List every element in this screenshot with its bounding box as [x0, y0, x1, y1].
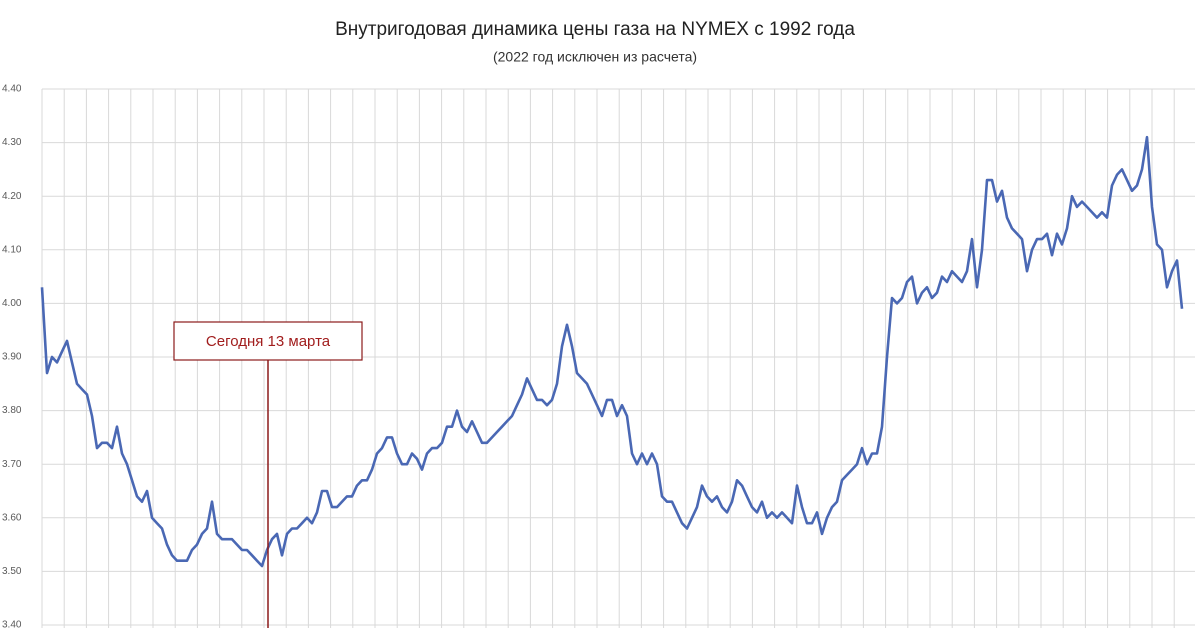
line [40, 135, 1184, 568]
annotation-box [173, 321, 363, 361]
y-tick-label: 4.20 [2, 191, 22, 202]
annotation: Сегодня 13 марта [206, 333, 331, 350]
y-tick-label: 3.50 [2, 566, 22, 577]
y-tick-label: 3.40 [2, 620, 22, 628]
y-tick-label: 4.00 [2, 298, 22, 309]
chart-subtitle: (2022 год исключен из расчета) [493, 49, 697, 65]
y-tick-label: 3.80 [2, 405, 22, 416]
y-tick-label: 3.90 [2, 352, 22, 363]
plot [40, 135, 1184, 568]
chart-title: Внутригодовая динамика цены газа на NYME… [335, 19, 855, 40]
y-tick-label: 3.70 [2, 459, 22, 470]
y-tick-label: 3.60 [2, 512, 22, 523]
y-tick-label: 4.30 [2, 137, 22, 148]
y-tick-label: 4.40 [2, 84, 22, 95]
y-tick-label: 4.10 [2, 244, 22, 255]
